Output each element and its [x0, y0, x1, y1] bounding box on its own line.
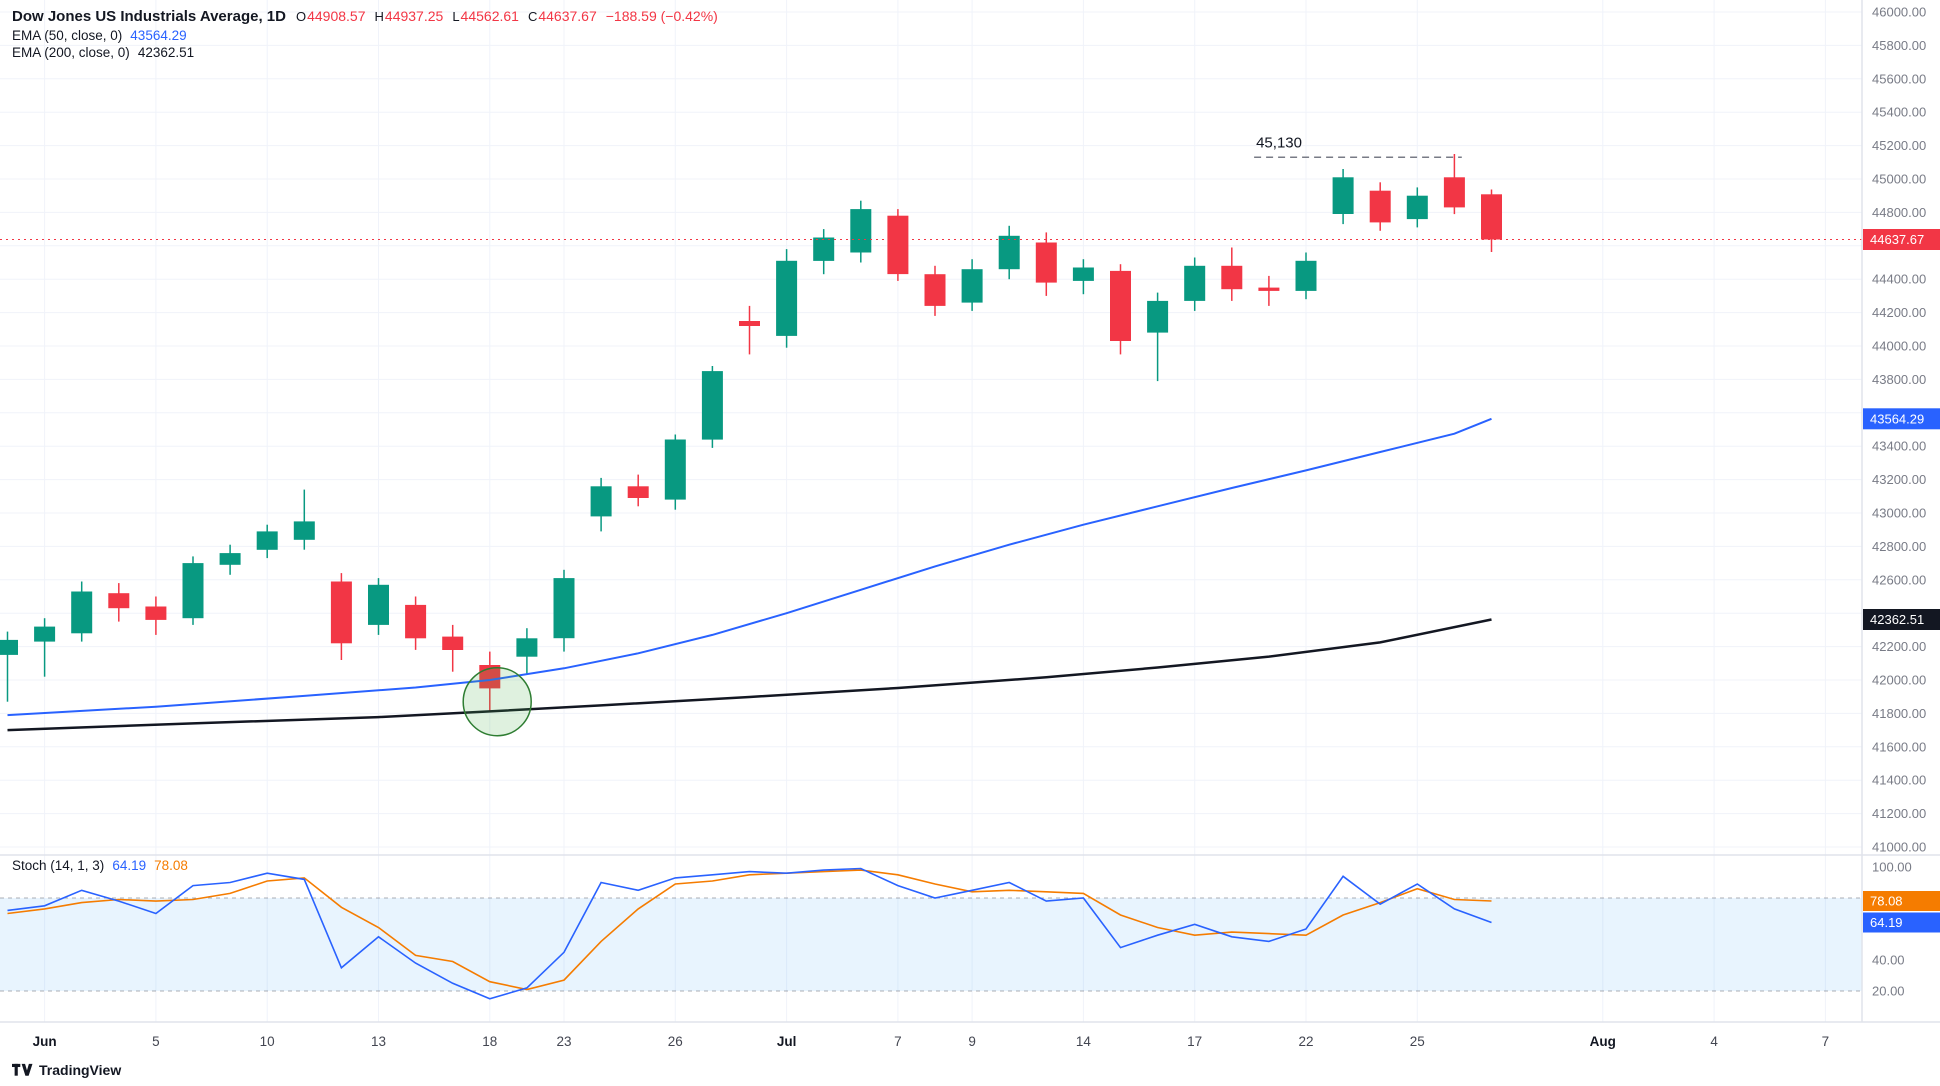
svg-text:4: 4	[1710, 1034, 1718, 1049]
symbol-row[interactable]: Dow Jones US Industrials Average, 1D O44…	[12, 8, 718, 25]
pane-separators	[0, 0, 1940, 1023]
high-value: 44937.25	[384, 8, 444, 24]
high-annotation-label: 45,130	[1256, 134, 1302, 151]
stoch-legend-row[interactable]: Stoch (14, 1, 3) 64.19 78.08	[12, 858, 188, 873]
svg-text:45200.00: 45200.00	[1872, 138, 1926, 153]
ohlc-readout: O44908.57 H44937.25 L44562.61 C44637.67 …	[296, 8, 718, 24]
price-badge: 43564.29	[1863, 408, 1940, 430]
high-label: H	[374, 9, 384, 24]
svg-text:7: 7	[1822, 1034, 1830, 1049]
svg-text:44400.00: 44400.00	[1872, 272, 1926, 287]
svg-text:17: 17	[1187, 1034, 1202, 1049]
svg-text:45000.00: 45000.00	[1872, 172, 1926, 187]
ema200-label: EMA (200, close, 0)	[12, 45, 130, 60]
tradingview-label: TradingView	[39, 1062, 122, 1078]
grid-layer	[0, 0, 1862, 1022]
svg-text:20.00: 20.00	[1872, 984, 1905, 999]
svg-text:43000.00: 43000.00	[1872, 506, 1926, 521]
svg-text:45800.00: 45800.00	[1872, 38, 1926, 53]
svg-text:42200.00: 42200.00	[1872, 639, 1926, 654]
svg-text:23: 23	[556, 1034, 571, 1049]
ema50-value: 43564.29	[130, 28, 187, 43]
candles-layer[interactable]	[0, 154, 1502, 712]
svg-text:100.00: 100.00	[1872, 860, 1912, 875]
svg-text:Aug: Aug	[1590, 1034, 1616, 1049]
stoch-badge: 78.08	[1863, 891, 1940, 911]
low-value: 44562.61	[460, 8, 519, 24]
time-axis[interactable]: Jun 5 10 13 18 23 26 Jul 7 9 14 17 22 25 Aug 4 7	[33, 1034, 1830, 1049]
svg-text:13: 13	[371, 1034, 386, 1049]
svg-text:41800.00: 41800.00	[1872, 706, 1926, 721]
svg-text:44637.67: 44637.67	[1870, 232, 1924, 247]
svg-text:46000.00: 46000.00	[1872, 5, 1926, 20]
stoch-d-value: 78.08	[154, 858, 188, 873]
svg-text:22: 22	[1298, 1034, 1313, 1049]
close-value: 44637.67	[538, 8, 597, 24]
change-value: −188.59 (−0.42%)	[605, 8, 718, 24]
svg-text:25: 25	[1410, 1034, 1425, 1049]
svg-text:10: 10	[260, 1034, 275, 1049]
price-badge: 42362.51	[1863, 609, 1940, 630]
tradingview-watermark[interactable]: TradingView	[12, 1062, 121, 1078]
svg-text:43800.00: 43800.00	[1872, 372, 1926, 387]
svg-text:45400.00: 45400.00	[1872, 105, 1926, 120]
stoch-label: Stoch (14, 1, 3)	[12, 858, 105, 873]
symbol-title[interactable]: Dow Jones US Industrials Average, 1D	[12, 8, 286, 25]
ema50-label: EMA (50, close, 0)	[12, 28, 123, 43]
svg-text:26: 26	[668, 1034, 683, 1049]
close-label: C	[527, 9, 538, 24]
svg-text:9: 9	[968, 1034, 976, 1049]
svg-text:45600.00: 45600.00	[1872, 71, 1926, 86]
svg-text:42800.00: 42800.00	[1872, 539, 1926, 554]
svg-text:41200.00: 41200.00	[1872, 806, 1926, 821]
legend-panel: Dow Jones US Industrials Average, 1D O44…	[12, 8, 718, 62]
stoch-band	[0, 897, 1862, 992]
price-axis[interactable]: 46000.00 45800.00 45600.00 45400.00 45200.00…	[1872, 5, 1926, 855]
svg-text:42000.00: 42000.00	[1872, 673, 1926, 688]
svg-text:43200.00: 43200.00	[1872, 472, 1926, 487]
svg-text:42600.00: 42600.00	[1872, 572, 1926, 587]
svg-text:Jul: Jul	[777, 1034, 797, 1049]
svg-text:Jun: Jun	[33, 1034, 57, 1049]
svg-text:14: 14	[1076, 1034, 1092, 1049]
svg-text:42362.51: 42362.51	[1870, 612, 1924, 627]
ema200-line[interactable]	[7, 618, 1492, 732]
svg-text:44000.00: 44000.00	[1872, 339, 1926, 354]
high-annotation[interactable]: 45,130	[1254, 134, 1462, 159]
svg-text:5: 5	[152, 1034, 160, 1049]
stoch-k-line[interactable]	[7, 867, 1492, 1000]
highlight-circle[interactable]	[462, 666, 532, 737]
stoch-k-value: 64.19	[112, 858, 147, 873]
ema50-row[interactable]: EMA (50, close, 0) 43564.29	[12, 28, 718, 43]
svg-text:41600.00: 41600.00	[1872, 739, 1926, 754]
price-badge: 44637.67	[1863, 229, 1940, 250]
tradingview-logo-icon	[12, 1063, 33, 1077]
svg-text:64.19: 64.19	[1870, 915, 1903, 930]
open-value: 44908.57	[307, 8, 366, 24]
svg-text:40.00: 40.00	[1872, 953, 1905, 968]
stoch-d-line[interactable]	[7, 869, 1492, 991]
low-label: L	[452, 9, 460, 24]
stoch-badge: 64.19	[1863, 912, 1940, 933]
svg-text:44200.00: 44200.00	[1872, 305, 1926, 320]
svg-text:44800.00: 44800.00	[1872, 205, 1926, 220]
svg-text:41400.00: 41400.00	[1872, 773, 1926, 788]
ema200-value: 42362.51	[137, 45, 195, 60]
svg-text:41000.00: 41000.00	[1872, 840, 1926, 855]
svg-text:43400.00: 43400.00	[1872, 439, 1926, 454]
open-label: O	[295, 9, 307, 24]
svg-text:7: 7	[894, 1034, 902, 1049]
svg-text:18: 18	[482, 1034, 497, 1049]
svg-text:43564.29: 43564.29	[1870, 411, 1924, 426]
svg-text:78.08: 78.08	[1870, 894, 1903, 909]
ema50-line[interactable]	[7, 417, 1492, 717]
ema200-row[interactable]: EMA (200, close, 0) 42362.51	[12, 45, 718, 60]
